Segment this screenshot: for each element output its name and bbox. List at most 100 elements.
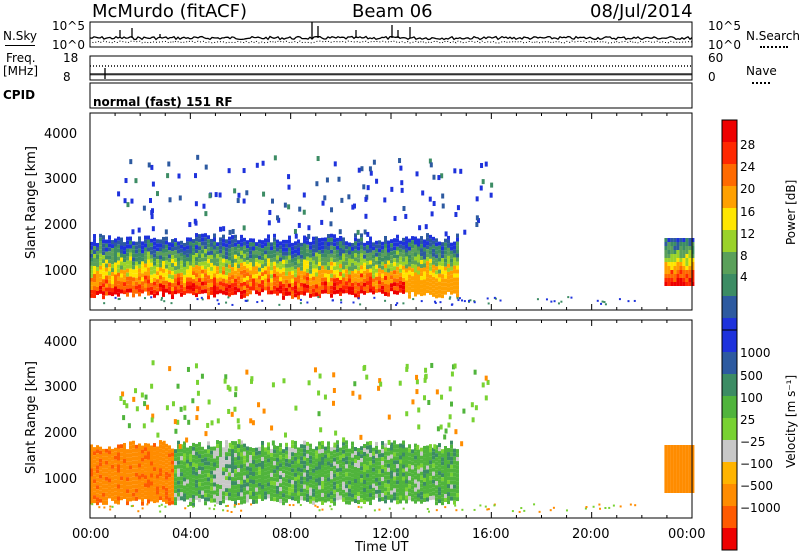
power-cell-2033 — [679, 250, 683, 254]
power-cell-1628 — [432, 260, 435, 265]
power-cell-126 — [114, 274, 117, 279]
power-cell-1221 — [345, 261, 348, 266]
power-cell-1245 — [351, 254, 354, 259]
power-cell-769 — [249, 270, 252, 275]
power-cell-1355 — [375, 244, 378, 249]
velocity-cell-1794 — [436, 426, 440, 432]
velocity-cell-2073 — [685, 453, 689, 457]
velocity-cell-1424 — [384, 491, 387, 496]
power-cell-710 — [237, 268, 240, 273]
xtick-5: 20:00 — [572, 527, 610, 542]
power-cell-327 — [156, 287, 159, 292]
velocity-cell-949 — [288, 451, 291, 456]
power-cell-251 — [141, 269, 144, 274]
velocity-cell-173 — [126, 465, 129, 470]
velocity-cell-1124 — [324, 450, 327, 455]
power-cell-18 — [93, 250, 96, 255]
power-cell-1449 — [396, 234, 399, 239]
power-cell-1430 — [390, 271, 393, 276]
velocity-cell-1874 — [228, 442, 232, 448]
velocity-cell-1473 — [396, 456, 399, 461]
velocity-cell-884 — [273, 477, 276, 482]
power-cell-260 — [144, 247, 147, 252]
power-cell-1007 — [300, 278, 303, 283]
velocity-cell-1107 — [321, 440, 324, 445]
velocity-cell-708 — [237, 444, 240, 449]
power-cell-1223 — [345, 269, 348, 274]
power-cell-1312 — [363, 286, 366, 291]
velocity-cell-1325 — [363, 499, 366, 504]
power-cell-1979 — [664, 274, 668, 278]
velocity-cell-617 — [216, 496, 219, 501]
velocity-cell-175 — [126, 473, 129, 478]
velocity-cell-1800 — [435, 389, 439, 395]
power-cell-159 — [120, 289, 123, 294]
velocity-cell-1438 — [387, 491, 390, 496]
power-cell-578 — [210, 262, 213, 267]
power-cell-1692 — [444, 286, 447, 291]
velocity-cell-615 — [216, 488, 219, 493]
velocity-cell-1062 — [309, 495, 312, 500]
power-cbar-tick-5: 8 — [740, 249, 748, 263]
velocity-cell-122 — [114, 487, 117, 492]
velocity-cell-469 — [186, 483, 189, 488]
power-cell-1420 — [387, 288, 390, 293]
power-cell-312 — [153, 285, 156, 290]
power-cell-539 — [201, 285, 204, 290]
velocity-cell-1256 — [351, 449, 354, 454]
velocity-cell-1365 — [372, 479, 375, 484]
power-cell-1581 — [423, 251, 426, 256]
power-cell-2064 — [685, 278, 689, 282]
power-cell-920 — [282, 275, 285, 280]
velocity-cell-1604 — [423, 469, 426, 474]
velocity-cell-816 — [258, 478, 261, 483]
velocity-cell-406 — [174, 465, 177, 470]
power-cell-330 — [159, 243, 162, 248]
power-cell-1974 — [664, 254, 668, 258]
power-cell-323 — [156, 271, 159, 276]
velocity-cell-847 — [264, 491, 267, 496]
power-cell-983 — [297, 239, 300, 244]
velocity-cell-363 — [165, 463, 168, 468]
power-cell-580 — [210, 270, 213, 275]
power-cell-1644 — [435, 266, 438, 271]
velocity-cell-29 — [96, 445, 99, 450]
velocity-cell-447 — [183, 449, 186, 454]
velocity-cell-160 — [123, 462, 126, 467]
velocity-cell-1864 — [226, 384, 230, 390]
velocity-cell-1019 — [303, 440, 306, 445]
velocity-cell-1646 — [432, 471, 435, 476]
velocity-cell-502 — [192, 498, 195, 503]
power-cell-2073 — [688, 266, 692, 270]
velocity-cell-1027 — [303, 472, 306, 477]
velocity-cell-1211 — [342, 449, 345, 454]
power-cell-1373 — [378, 264, 381, 269]
velocity-cell-853 — [267, 458, 270, 463]
velocity-cell-1047 — [306, 493, 309, 498]
velocity-cell-63 — [102, 468, 105, 473]
power-cell-1551 — [417, 246, 420, 251]
power-cell-504 — [195, 269, 198, 274]
velocity-colorbar-swatch-7 — [722, 484, 737, 506]
power-cell-1318 — [366, 257, 369, 262]
power-cell-1278 — [357, 266, 360, 271]
power-cell-241 — [138, 284, 141, 289]
velocity-cell-1481 — [396, 488, 399, 493]
velocity-cell-159 — [123, 458, 126, 463]
velocity-cell-334 — [159, 464, 162, 469]
power-cell-508 — [195, 285, 198, 290]
power-cell-1399 — [384, 259, 387, 264]
power-cell-1983 — [667, 242, 671, 246]
power-cell-2018 — [676, 238, 680, 242]
velocity-cell-640 — [222, 467, 225, 472]
velocity-cell-656 — [225, 468, 228, 473]
velocity-cell-14 — [90, 500, 93, 505]
power-cell-1111 — [321, 285, 324, 290]
power-cell-918 — [282, 267, 285, 272]
velocity-cell-1585 — [420, 451, 423, 456]
power-cell-1901 — [402, 302, 405, 305]
velocity-colorbar-swatch-2 — [722, 374, 737, 396]
velocity-cell-1106 — [318, 497, 321, 502]
velocity-cell-1356 — [369, 501, 372, 506]
power-cell-726 — [240, 274, 243, 279]
